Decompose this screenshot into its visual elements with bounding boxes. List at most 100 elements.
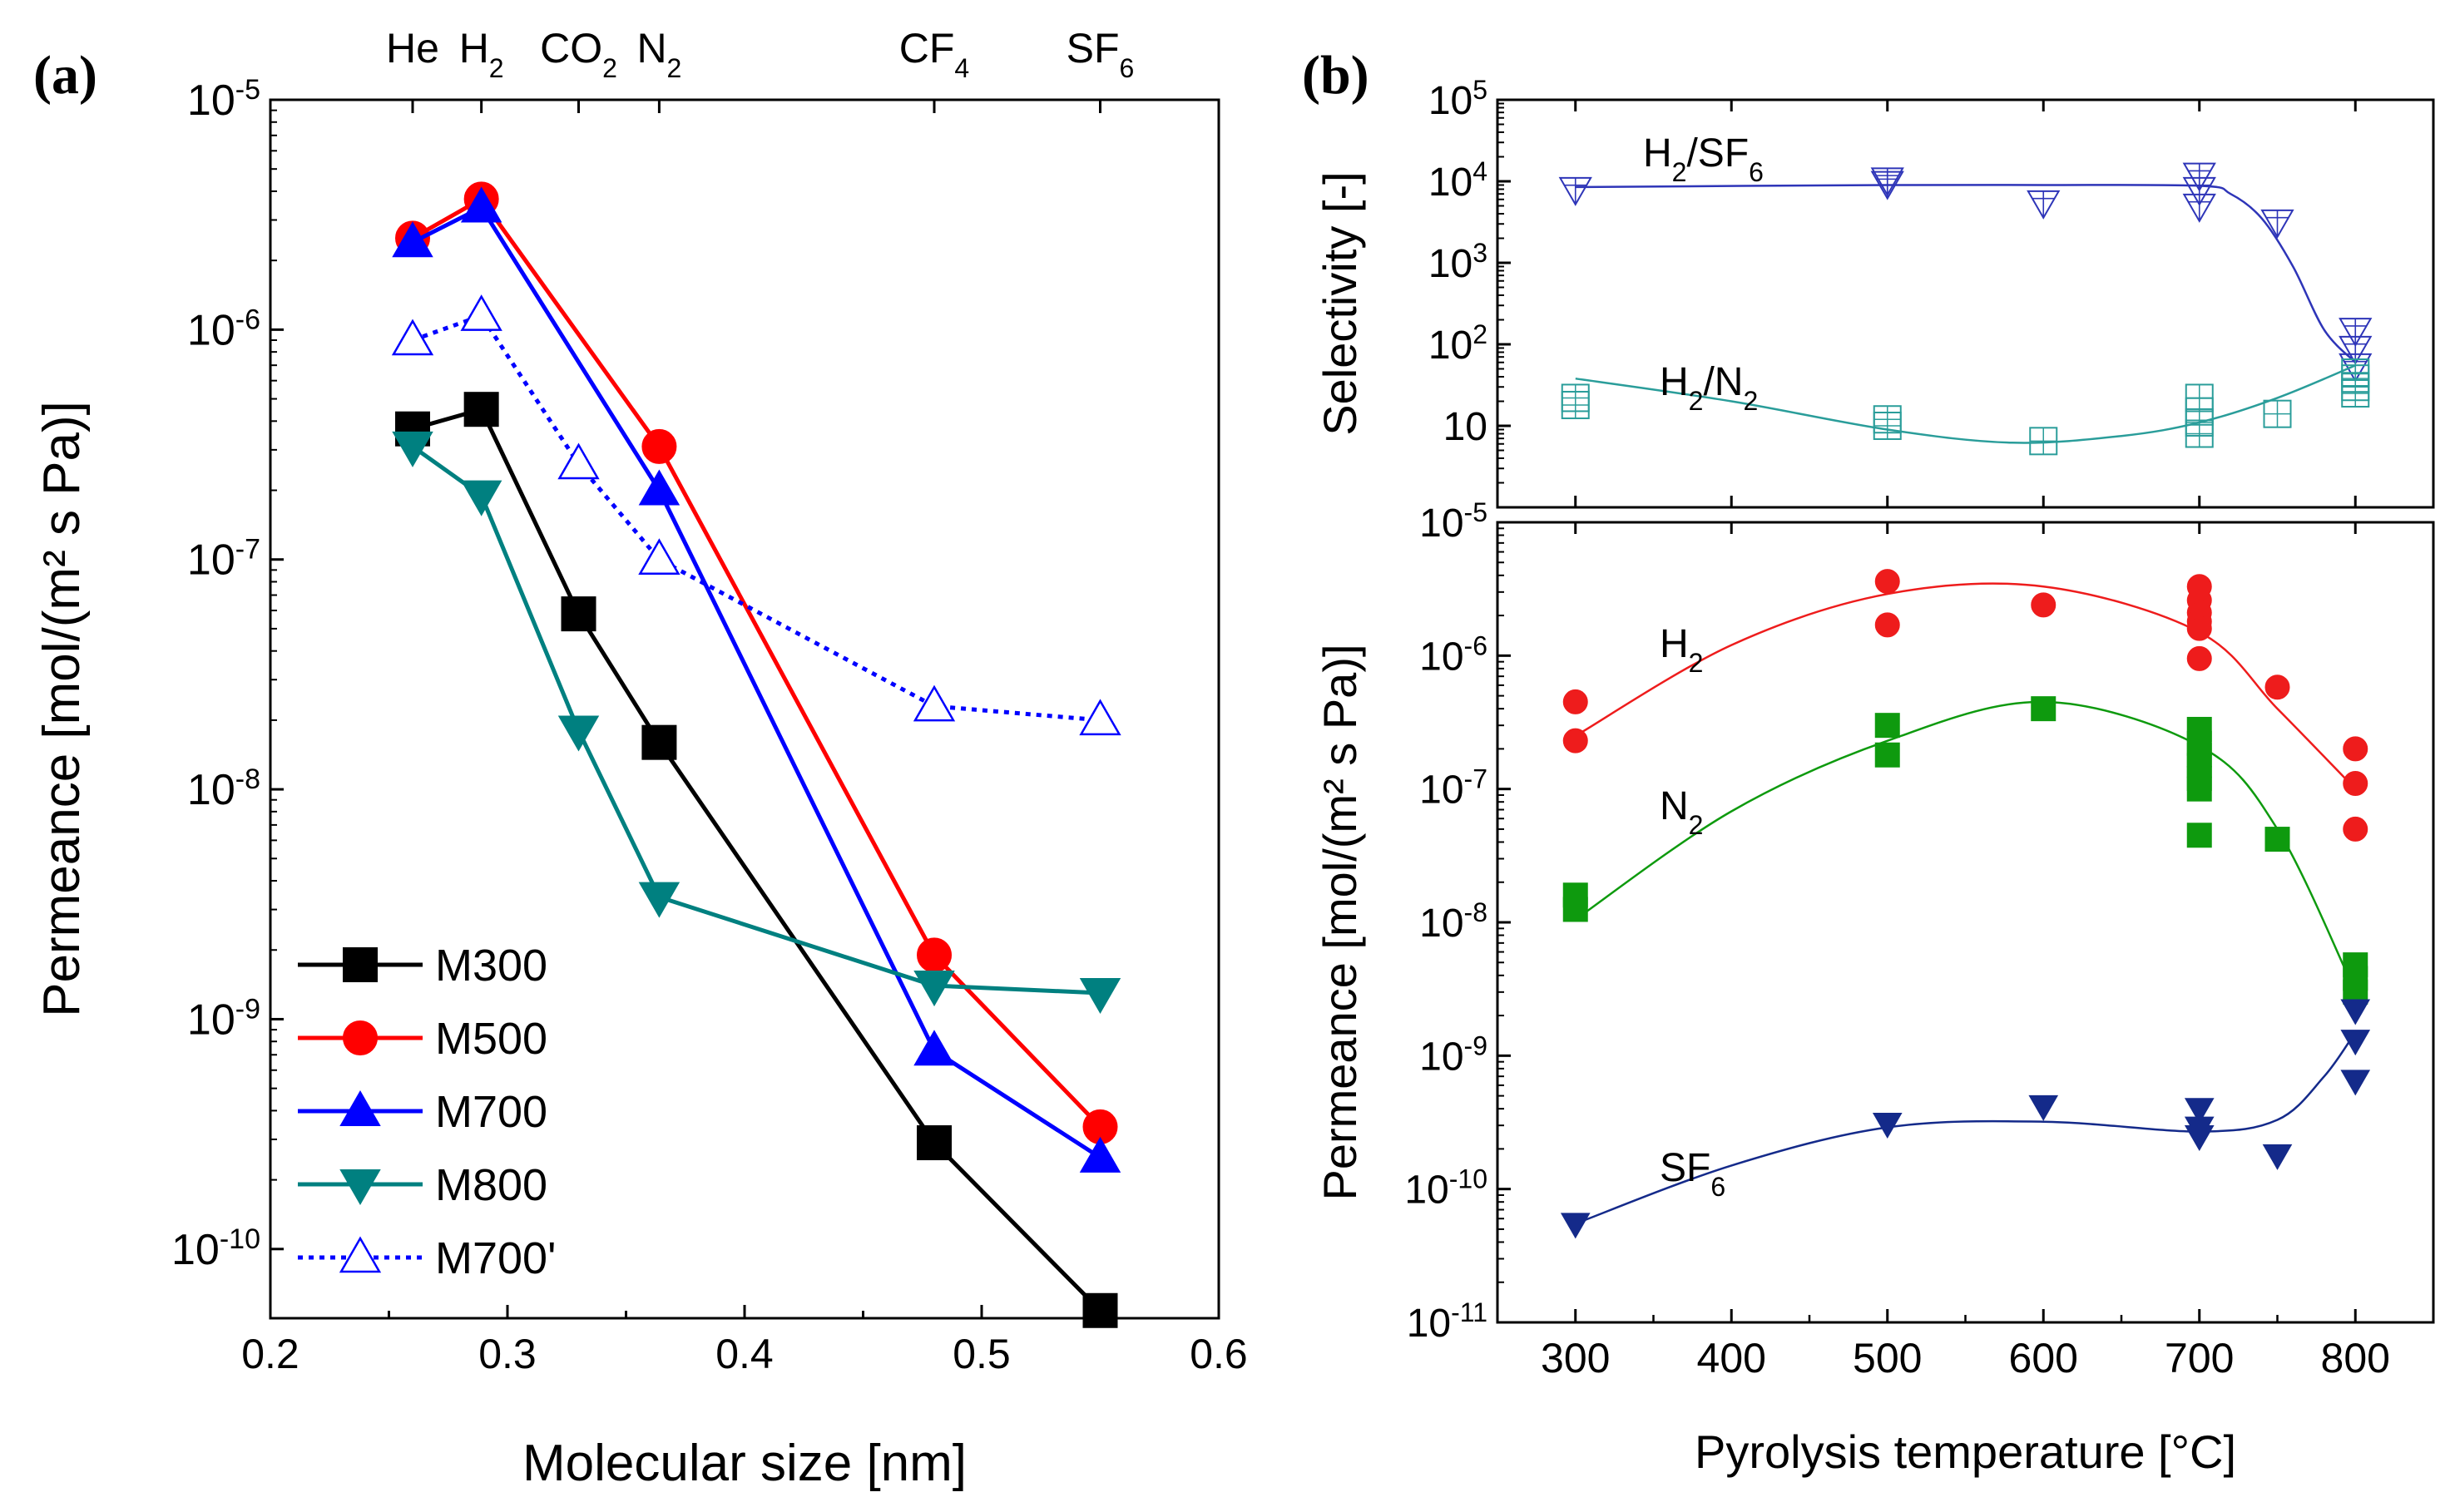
chart-panel-a: 0.2 0.3 0.4 0.5 0.6 Molecular size [nm] 10-10 1… bbox=[33, 25, 1248, 1492]
point-M800 bbox=[638, 882, 681, 918]
plot-frame bbox=[1496, 521, 2435, 1324]
legend-marker-M700' bbox=[339, 1236, 382, 1273]
point-H2 bbox=[2343, 736, 2368, 762]
legend-marker-M800 bbox=[339, 1169, 381, 1206]
y-tick-label: 10-6 bbox=[187, 304, 260, 354]
x-tick-label: 0.4 bbox=[715, 1331, 774, 1377]
series-line-M700' bbox=[412, 313, 1101, 723]
point-H2 bbox=[2343, 816, 2368, 842]
point-M700 bbox=[913, 1030, 955, 1066]
x-tick-label: 0.2 bbox=[241, 1331, 299, 1377]
y-tick-label: 105 bbox=[1428, 75, 1487, 123]
point-M300 bbox=[561, 596, 596, 632]
point-M800 bbox=[460, 480, 502, 516]
y-axis-title: Permeance [mol/(m² s Pa)] bbox=[33, 401, 91, 1017]
point-H2 bbox=[1562, 689, 1588, 714]
top-tick-label: H2 bbox=[459, 25, 504, 83]
x-tick-label: 700 bbox=[2165, 1335, 2234, 1381]
point-SF6 bbox=[2340, 999, 2371, 1025]
y-tick-label: 10-8 bbox=[1419, 897, 1487, 946]
point-M300 bbox=[641, 724, 677, 760]
point-M300 bbox=[917, 1125, 952, 1161]
legend-marker-M500 bbox=[343, 1020, 378, 1055]
point-M700' bbox=[391, 319, 434, 356]
point-H2 bbox=[1874, 612, 1900, 638]
y-tick-label: 10-10 bbox=[171, 1223, 260, 1274]
legend-label: M300 bbox=[435, 941, 547, 991]
y-tick-label: 10-7 bbox=[1419, 764, 1487, 813]
x-tick-label: 0.3 bbox=[478, 1331, 537, 1377]
x-tick-label: 400 bbox=[1697, 1335, 1766, 1381]
point-H2 bbox=[1562, 728, 1588, 754]
y-tick-label: 10-5 bbox=[1419, 497, 1487, 546]
y-axis-title: Selectivity [-] bbox=[1314, 171, 1366, 435]
point-N2 bbox=[1874, 713, 1900, 739]
point-M700 bbox=[638, 469, 681, 506]
point-N2 bbox=[1874, 742, 1900, 768]
point-SF6 bbox=[2340, 1030, 2371, 1056]
y-tick-label: 10 bbox=[1443, 405, 1487, 449]
y-tick-label: 103 bbox=[1428, 238, 1487, 286]
fit-curve-SF6 bbox=[1575, 1031, 2357, 1225]
point-M800 bbox=[1079, 977, 1121, 1014]
point-M700' bbox=[638, 538, 681, 575]
legend-label: M700' bbox=[435, 1233, 556, 1283]
point-SF6 bbox=[1560, 1213, 1591, 1239]
y-tick-label: 10-9 bbox=[1419, 1030, 1487, 1079]
fit-curve-N2 bbox=[1575, 700, 2357, 993]
fit-curve-H2 bbox=[1575, 582, 2357, 790]
y-tick-label: 10-11 bbox=[1407, 1297, 1487, 1346]
point-SF6 bbox=[1872, 1112, 1903, 1139]
point-M500 bbox=[641, 428, 677, 464]
y-tick-label: 102 bbox=[1428, 319, 1487, 368]
panel-a-label: (a) bbox=[33, 45, 97, 106]
series-label: N2 bbox=[1660, 784, 1703, 840]
top-tick-label: CF4 bbox=[899, 25, 969, 83]
top-tick-label: CO2 bbox=[540, 25, 617, 83]
point-N2 bbox=[1562, 897, 1588, 922]
legend-label: M700 bbox=[435, 1087, 547, 1137]
series-label: H2/SF6 bbox=[1643, 131, 1764, 187]
x-axis-title: Pyrolysis temperature [°C] bbox=[1695, 1426, 2236, 1478]
x-tick-label: 300 bbox=[1541, 1335, 1610, 1381]
point-M700' bbox=[913, 684, 956, 722]
chart-panel-b-permeance: 10-11 10-10 10-9 10-8 10-7 10-6 10-5 300 400 500 6… bbox=[1314, 497, 2435, 1478]
legend-label: M800 bbox=[435, 1160, 547, 1210]
plot-frame bbox=[1496, 98, 2435, 509]
point-SF6 bbox=[2184, 1098, 2215, 1124]
point-M700' bbox=[557, 442, 600, 480]
point-N2 bbox=[2186, 776, 2212, 802]
fit-curve-H2/SF6 bbox=[1575, 184, 2357, 363]
point-H2 bbox=[2031, 592, 2057, 618]
point-M700 bbox=[460, 186, 502, 223]
x-tick-label: 500 bbox=[1853, 1335, 1922, 1381]
y-tick-label: 10-6 bbox=[1419, 630, 1487, 679]
point-H2 bbox=[2343, 771, 2368, 797]
panel-b-label: (b) bbox=[1302, 45, 1369, 106]
y-tick-label: 10-10 bbox=[1404, 1164, 1487, 1213]
point-H2 bbox=[2186, 645, 2212, 671]
legend-marker-M300 bbox=[343, 947, 378, 982]
legend-marker-M700 bbox=[339, 1090, 381, 1126]
point-SF6 bbox=[2262, 1144, 2293, 1170]
y-tick-label: 10-9 bbox=[187, 993, 260, 1044]
x-axis-title: Molecular size [nm] bbox=[522, 1435, 967, 1492]
y-tick-label: 104 bbox=[1428, 156, 1487, 205]
series-label: H2/N2 bbox=[1660, 360, 1758, 416]
legend-label: M500 bbox=[435, 1014, 547, 1064]
fit-curve-H2/N2 bbox=[1575, 364, 2356, 444]
point-N2 bbox=[2264, 827, 2290, 852]
series-label: SF6 bbox=[1660, 1146, 1725, 1202]
top-tick-label: N2 bbox=[636, 25, 681, 83]
point-M300 bbox=[463, 392, 499, 427]
y-tick-label: 10-7 bbox=[187, 534, 260, 585]
y-axis-title: Permeance [mol/(m² s Pa)] bbox=[1314, 644, 1366, 1200]
point-M700' bbox=[1079, 699, 1121, 736]
point-M700 bbox=[392, 221, 433, 258]
chart-panel-b-selectivity: 105 104 103 102 10 Selectivity [-] H2/SF6 H2/N2 bbox=[1314, 75, 2435, 509]
y-tick-label: 10-8 bbox=[187, 763, 260, 814]
point-M800 bbox=[392, 431, 433, 467]
series-label: H2 bbox=[1660, 622, 1703, 678]
x-tick-label: 600 bbox=[2009, 1335, 2078, 1381]
point-H2 bbox=[2186, 615, 2212, 641]
